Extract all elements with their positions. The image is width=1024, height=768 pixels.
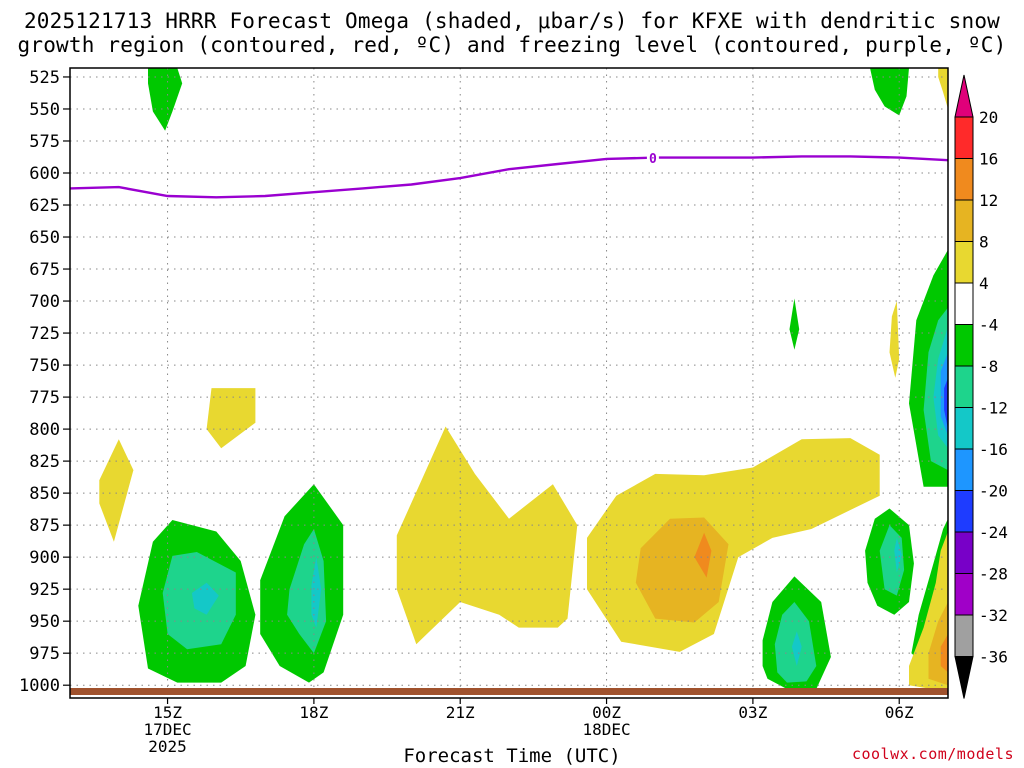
omega-region-19 xyxy=(791,631,802,666)
colorbar-label: -4 xyxy=(979,316,998,335)
omega-shading xyxy=(99,68,948,692)
colorbar-swatch xyxy=(954,407,974,450)
x-axis-title: Forecast Time (UTC) xyxy=(403,745,621,767)
freezing-level-line xyxy=(69,155,949,199)
colorbar-swatch xyxy=(954,531,974,574)
colorbar: 20 16 12 8 4 -4 -8 -12 -16 -20 -24 -28 -32 -36 xyxy=(954,74,1008,699)
x-tick-label: 2025 xyxy=(148,737,187,756)
y-tick-label: 950 xyxy=(29,612,60,632)
colorbar-label: -28 xyxy=(979,565,1008,584)
omega-region-16 xyxy=(311,557,322,628)
y-tick-label: 775 xyxy=(29,388,60,408)
colorbar-swatch xyxy=(954,614,974,657)
omega-region-1 xyxy=(870,68,909,116)
y-tick-label: 625 xyxy=(29,196,60,216)
y-tick-label: 850 xyxy=(29,484,60,504)
colorbar-swatch xyxy=(954,324,974,367)
x-tick-label: 03Z xyxy=(738,703,767,722)
colorbar-label: -32 xyxy=(979,606,1008,625)
colorbar-swatch xyxy=(954,116,974,159)
omega-region-4 xyxy=(206,388,256,449)
omega-region-2 xyxy=(938,68,948,109)
y-tick-label: 900 xyxy=(29,548,60,568)
colorbar-swatch xyxy=(954,365,974,408)
colorbar-label: -12 xyxy=(979,399,1008,418)
colorbar-label: 20 xyxy=(979,108,998,127)
omega-region-3 xyxy=(99,439,134,542)
y-tick-label: 800 xyxy=(29,420,60,440)
source-credit[interactable]: coolwx.com/models xyxy=(851,745,1014,763)
x-tick-label: 18DEC xyxy=(582,720,630,739)
y-tick-label: 1000 xyxy=(19,676,60,696)
y-tick-label: 750 xyxy=(29,356,60,376)
y-tick-label: 725 xyxy=(29,324,60,344)
y-tick-label: 825 xyxy=(29,452,60,472)
omega-region-0 xyxy=(148,68,183,131)
y-tick-label: 550 xyxy=(29,100,60,120)
x-tick-label: 00Z xyxy=(592,703,621,722)
y-tick-label: 650 xyxy=(29,228,60,248)
y-tick-label: 675 xyxy=(29,260,60,280)
colorbar-swatch xyxy=(954,241,974,284)
y-tick-label: 525 xyxy=(29,68,60,88)
colorbar-label: 8 xyxy=(979,233,989,252)
omega-region-5 xyxy=(396,426,578,645)
y-axis-pressure: 525 550 575 600 625 650 675 700 725 750 775 800 825 8… xyxy=(19,68,70,696)
omega-region-9 xyxy=(889,301,900,378)
y-tick-label: 875 xyxy=(29,516,60,536)
colorbar-swatch xyxy=(954,199,974,242)
freezing-level-contour: 0 xyxy=(69,149,949,199)
colorbar-label: 4 xyxy=(979,274,989,293)
colorbar-label: -20 xyxy=(979,482,1008,501)
colorbar-swatch xyxy=(954,448,974,491)
colorbar-max-triangle xyxy=(954,74,974,118)
omega-region-6 xyxy=(587,438,880,652)
colorbar-swatch xyxy=(954,158,974,201)
colorbar-swatch xyxy=(954,490,974,533)
omega-region-22 xyxy=(894,537,902,573)
x-tick-label: 06Z xyxy=(885,703,914,722)
colorbar-swatch xyxy=(954,573,974,616)
contour-label-bg xyxy=(646,149,659,165)
y-tick-label: 700 xyxy=(29,292,60,312)
chart-title-line1: 2025121713 HRRR Forecast Omega (shaded, … xyxy=(23,9,1001,33)
colorbar-min-triangle xyxy=(954,656,974,699)
x-tick-label: 18Z xyxy=(299,703,328,722)
plot-frame xyxy=(69,67,949,699)
colorbar-swatch xyxy=(954,282,974,325)
chart-title-line2: growth region (contoured, red, ºC) and f… xyxy=(17,33,1007,57)
y-tick-label: 600 xyxy=(29,164,60,184)
colorbar-label: 16 xyxy=(979,150,998,169)
omega-region-27 xyxy=(944,377,948,430)
y-tick-label: 975 xyxy=(29,644,60,664)
colorbar-label: -16 xyxy=(979,440,1008,459)
y-tick-label: 925 xyxy=(29,580,60,600)
x-tick-label: 21Z xyxy=(446,703,475,722)
colorbar-label: -8 xyxy=(979,357,998,376)
x-tick-label: 17DEC xyxy=(143,720,191,739)
omega-region-31 xyxy=(940,634,948,673)
omega-region-10 xyxy=(789,298,800,350)
ground-surface-band xyxy=(70,688,948,695)
omega-region-8 xyxy=(694,532,712,578)
colorbar-label: -24 xyxy=(979,523,1008,542)
x-tick-label: 15Z xyxy=(153,703,182,722)
colorbar-label: -36 xyxy=(979,648,1008,667)
colorbar-label: 12 xyxy=(979,191,998,210)
omega-region-13 xyxy=(191,582,219,615)
gridlines xyxy=(70,68,948,698)
y-tick-label: 575 xyxy=(29,132,60,152)
contour-label: 0 xyxy=(649,152,657,167)
